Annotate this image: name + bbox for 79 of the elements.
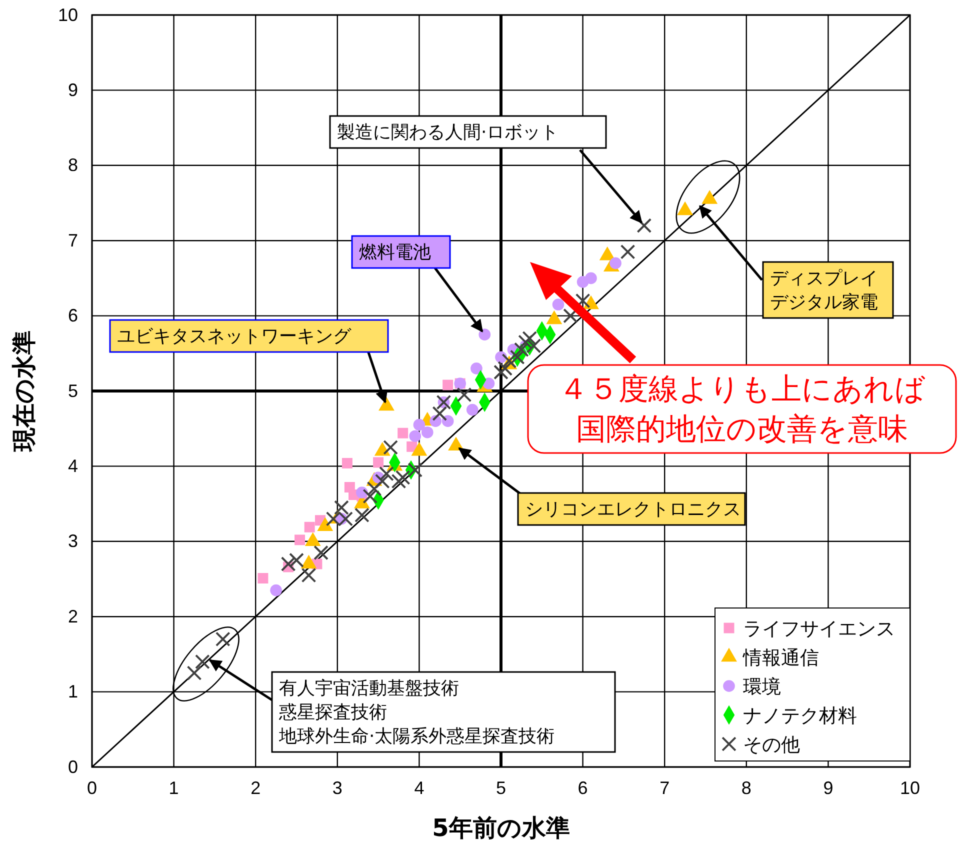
y-tick-label: 10 (58, 4, 78, 25)
annotation: 製造に関わる人間·ロボット (337, 122, 559, 143)
x-tick-label: 0 (86, 778, 98, 798)
y-tick-label: 7 (68, 230, 78, 250)
point (314, 545, 328, 560)
x-tick-label: 6 (578, 778, 588, 798)
legend-label: 環境 (743, 676, 781, 698)
point (398, 428, 408, 438)
point (270, 584, 282, 596)
point (280, 556, 296, 572)
legend-label: ライフサイエンス (743, 618, 895, 640)
point (552, 298, 564, 310)
point (194, 654, 210, 670)
y-tick-label: 1 (68, 682, 78, 702)
point (522, 330, 538, 346)
y-tick-label: 9 (68, 80, 78, 100)
point (408, 462, 423, 478)
point (576, 276, 589, 288)
point (442, 415, 454, 427)
x-tick-label: 5 (496, 778, 506, 798)
x-tick-label: 1 (168, 778, 179, 798)
y-tick-label: 5 (68, 380, 78, 401)
point (304, 522, 315, 532)
point (258, 573, 268, 584)
point (301, 568, 316, 583)
annotation: 燃料電池 (359, 242, 431, 263)
y-tick-label: 3 (68, 531, 78, 552)
point (186, 666, 202, 680)
point (373, 457, 384, 468)
point (482, 378, 495, 390)
y-tick-label: 8 (68, 155, 78, 176)
y-axis-title: 現在の水準 (10, 330, 38, 452)
point (610, 257, 622, 270)
y-tick-label: 6 (68, 306, 78, 326)
annotation: 有人宇宙活動基盤技術惑星探査技術地球外生命·太陽系外惑星探査技術 (278, 678, 555, 747)
legend-label: ナノテク材料 (743, 705, 857, 727)
x-axis-title: 5年前の水準 (432, 814, 570, 842)
annotation: ユビキタスネットワーキング (117, 326, 352, 347)
y-tick-label: 4 (68, 456, 78, 476)
x-tick-label: 9 (823, 778, 834, 798)
x-tick-label: 8 (741, 778, 752, 798)
point (498, 361, 513, 376)
annotation: シリコンエレクトロニクス (525, 499, 741, 520)
point (636, 218, 652, 233)
point (379, 466, 394, 482)
point (294, 534, 306, 546)
point (456, 387, 472, 402)
point (518, 334, 533, 350)
point (334, 500, 349, 515)
x-tick-label: 4 (414, 778, 424, 798)
point (413, 418, 426, 431)
point (478, 328, 491, 341)
point (362, 488, 378, 504)
annotation: ４５度線よりも上にあれば国際的地位の改善を意味 (558, 372, 926, 447)
legend-label: その他 (743, 734, 800, 756)
point (620, 244, 636, 260)
point (421, 426, 434, 438)
point (470, 362, 482, 374)
x-tick-label: 7 (660, 778, 670, 798)
annotation: ディスプレイデジタル家電 (770, 268, 878, 313)
point (342, 458, 352, 468)
point (466, 404, 478, 416)
x-tick-label: 10 (900, 778, 920, 798)
point (366, 481, 382, 496)
legend-label: 情報通信 (742, 647, 819, 669)
point (395, 470, 410, 485)
point (383, 440, 398, 455)
point (409, 430, 422, 442)
point (494, 364, 508, 380)
point (289, 552, 304, 568)
x-tick-label: 3 (332, 778, 342, 798)
point (442, 380, 454, 390)
point (563, 308, 578, 324)
x-tick-label: 2 (250, 778, 261, 798)
y-tick-label: 0 (68, 756, 78, 777)
y-tick-label: 2 (68, 606, 78, 626)
point (215, 632, 230, 647)
point (432, 406, 448, 421)
point (354, 508, 370, 523)
